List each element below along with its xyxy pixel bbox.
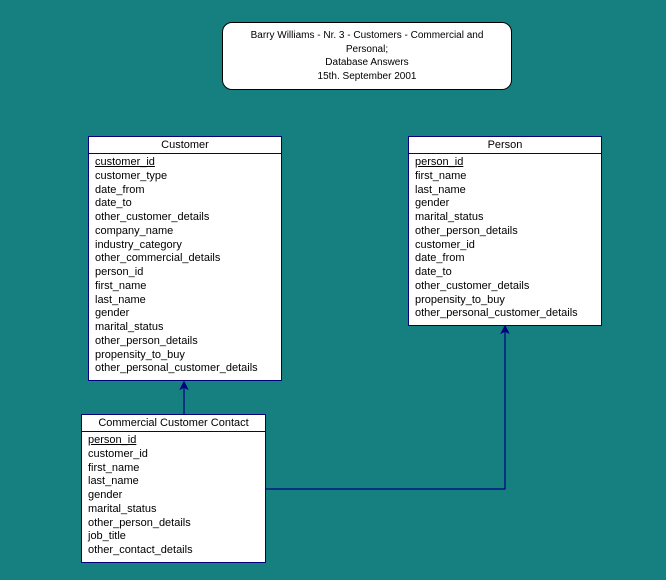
attribute-last-name: last_name [95, 294, 275, 308]
title-line: Barry Williams - Nr. 3 - Customers - Com… [237, 29, 497, 56]
attribute-date-from: date_from [95, 184, 275, 198]
attribute-gender: gender [88, 489, 259, 503]
attribute-last-name: last_name [88, 475, 259, 489]
attribute-other-customer-details: other_customer_details [415, 280, 595, 294]
attribute-first-name: first_name [88, 462, 259, 476]
attribute-customer-id: customer_id [95, 156, 275, 170]
attribute-gender: gender [95, 307, 275, 321]
attribute-customer-id: customer_id [88, 448, 259, 462]
attribute-other-commercial-details: other_commercial_details [95, 252, 275, 266]
attribute-other-customer-details: other_customer_details [95, 211, 275, 225]
entity-customer: Customer customer_idcustomer_typedate_fr… [88, 136, 282, 381]
attribute-date-from: date_from [415, 252, 595, 266]
attribute-other-person-details: other_person_details [95, 335, 275, 349]
entity-customer-body: customer_idcustomer_typedate_fromdate_to… [89, 154, 281, 380]
edge-contact-to-person [266, 327, 505, 489]
attribute-job-title: job_title [88, 530, 259, 544]
attribute-other-person-details: other_person_details [415, 225, 595, 239]
attribute-date-to: date_to [95, 197, 275, 211]
attribute-marital-status: marital_status [415, 211, 595, 225]
entity-person: Person person_idfirst_namelast_namegende… [408, 136, 602, 326]
entity-person-title: Person [409, 137, 601, 154]
attribute-company-name: company_name [95, 225, 275, 239]
entity-person-body: person_idfirst_namelast_namegendermarita… [409, 154, 601, 325]
title-line: 15th. September 2001 [237, 70, 497, 84]
attribute-person-id: person_id [415, 156, 595, 170]
attribute-date-to: date_to [415, 266, 595, 280]
attribute-customer-type: customer_type [95, 170, 275, 184]
attribute-other-contact-details: other_contact_details [88, 544, 259, 558]
attribute-marital-status: marital_status [88, 503, 259, 517]
attribute-other-personal-customer-details: other_personal_customer_details [415, 307, 595, 321]
attribute-propensity-to-buy: propensity_to_buy [415, 294, 595, 308]
attribute-marital-status: marital_status [95, 321, 275, 335]
attribute-gender: gender [415, 197, 595, 211]
entity-customer-title: Customer [89, 137, 281, 154]
attribute-customer-id: customer_id [415, 239, 595, 253]
attribute-other-person-details: other_person_details [88, 517, 259, 531]
diagram-title: Barry Williams - Nr. 3 - Customers - Com… [222, 22, 512, 90]
attribute-first-name: first_name [415, 170, 595, 184]
attribute-industry-category: industry_category [95, 239, 275, 253]
attribute-person-id: person_id [95, 266, 275, 280]
attribute-last-name: last_name [415, 184, 595, 198]
title-line: Database Answers [237, 56, 497, 70]
attribute-person-id: person_id [88, 434, 259, 448]
entity-commercial-customer-contact: Commercial Customer Contact person_idcus… [81, 414, 266, 563]
attribute-first-name: first_name [95, 280, 275, 294]
entity-contact-body: person_idcustomer_idfirst_namelast_nameg… [82, 432, 265, 562]
entity-contact-title: Commercial Customer Contact [82, 415, 265, 432]
attribute-other-personal-customer-details: other_personal_customer_details [95, 362, 275, 376]
attribute-propensity-to-buy: propensity_to_buy [95, 349, 275, 363]
diagram-canvas: Barry Williams - Nr. 3 - Customers - Com… [0, 0, 666, 580]
